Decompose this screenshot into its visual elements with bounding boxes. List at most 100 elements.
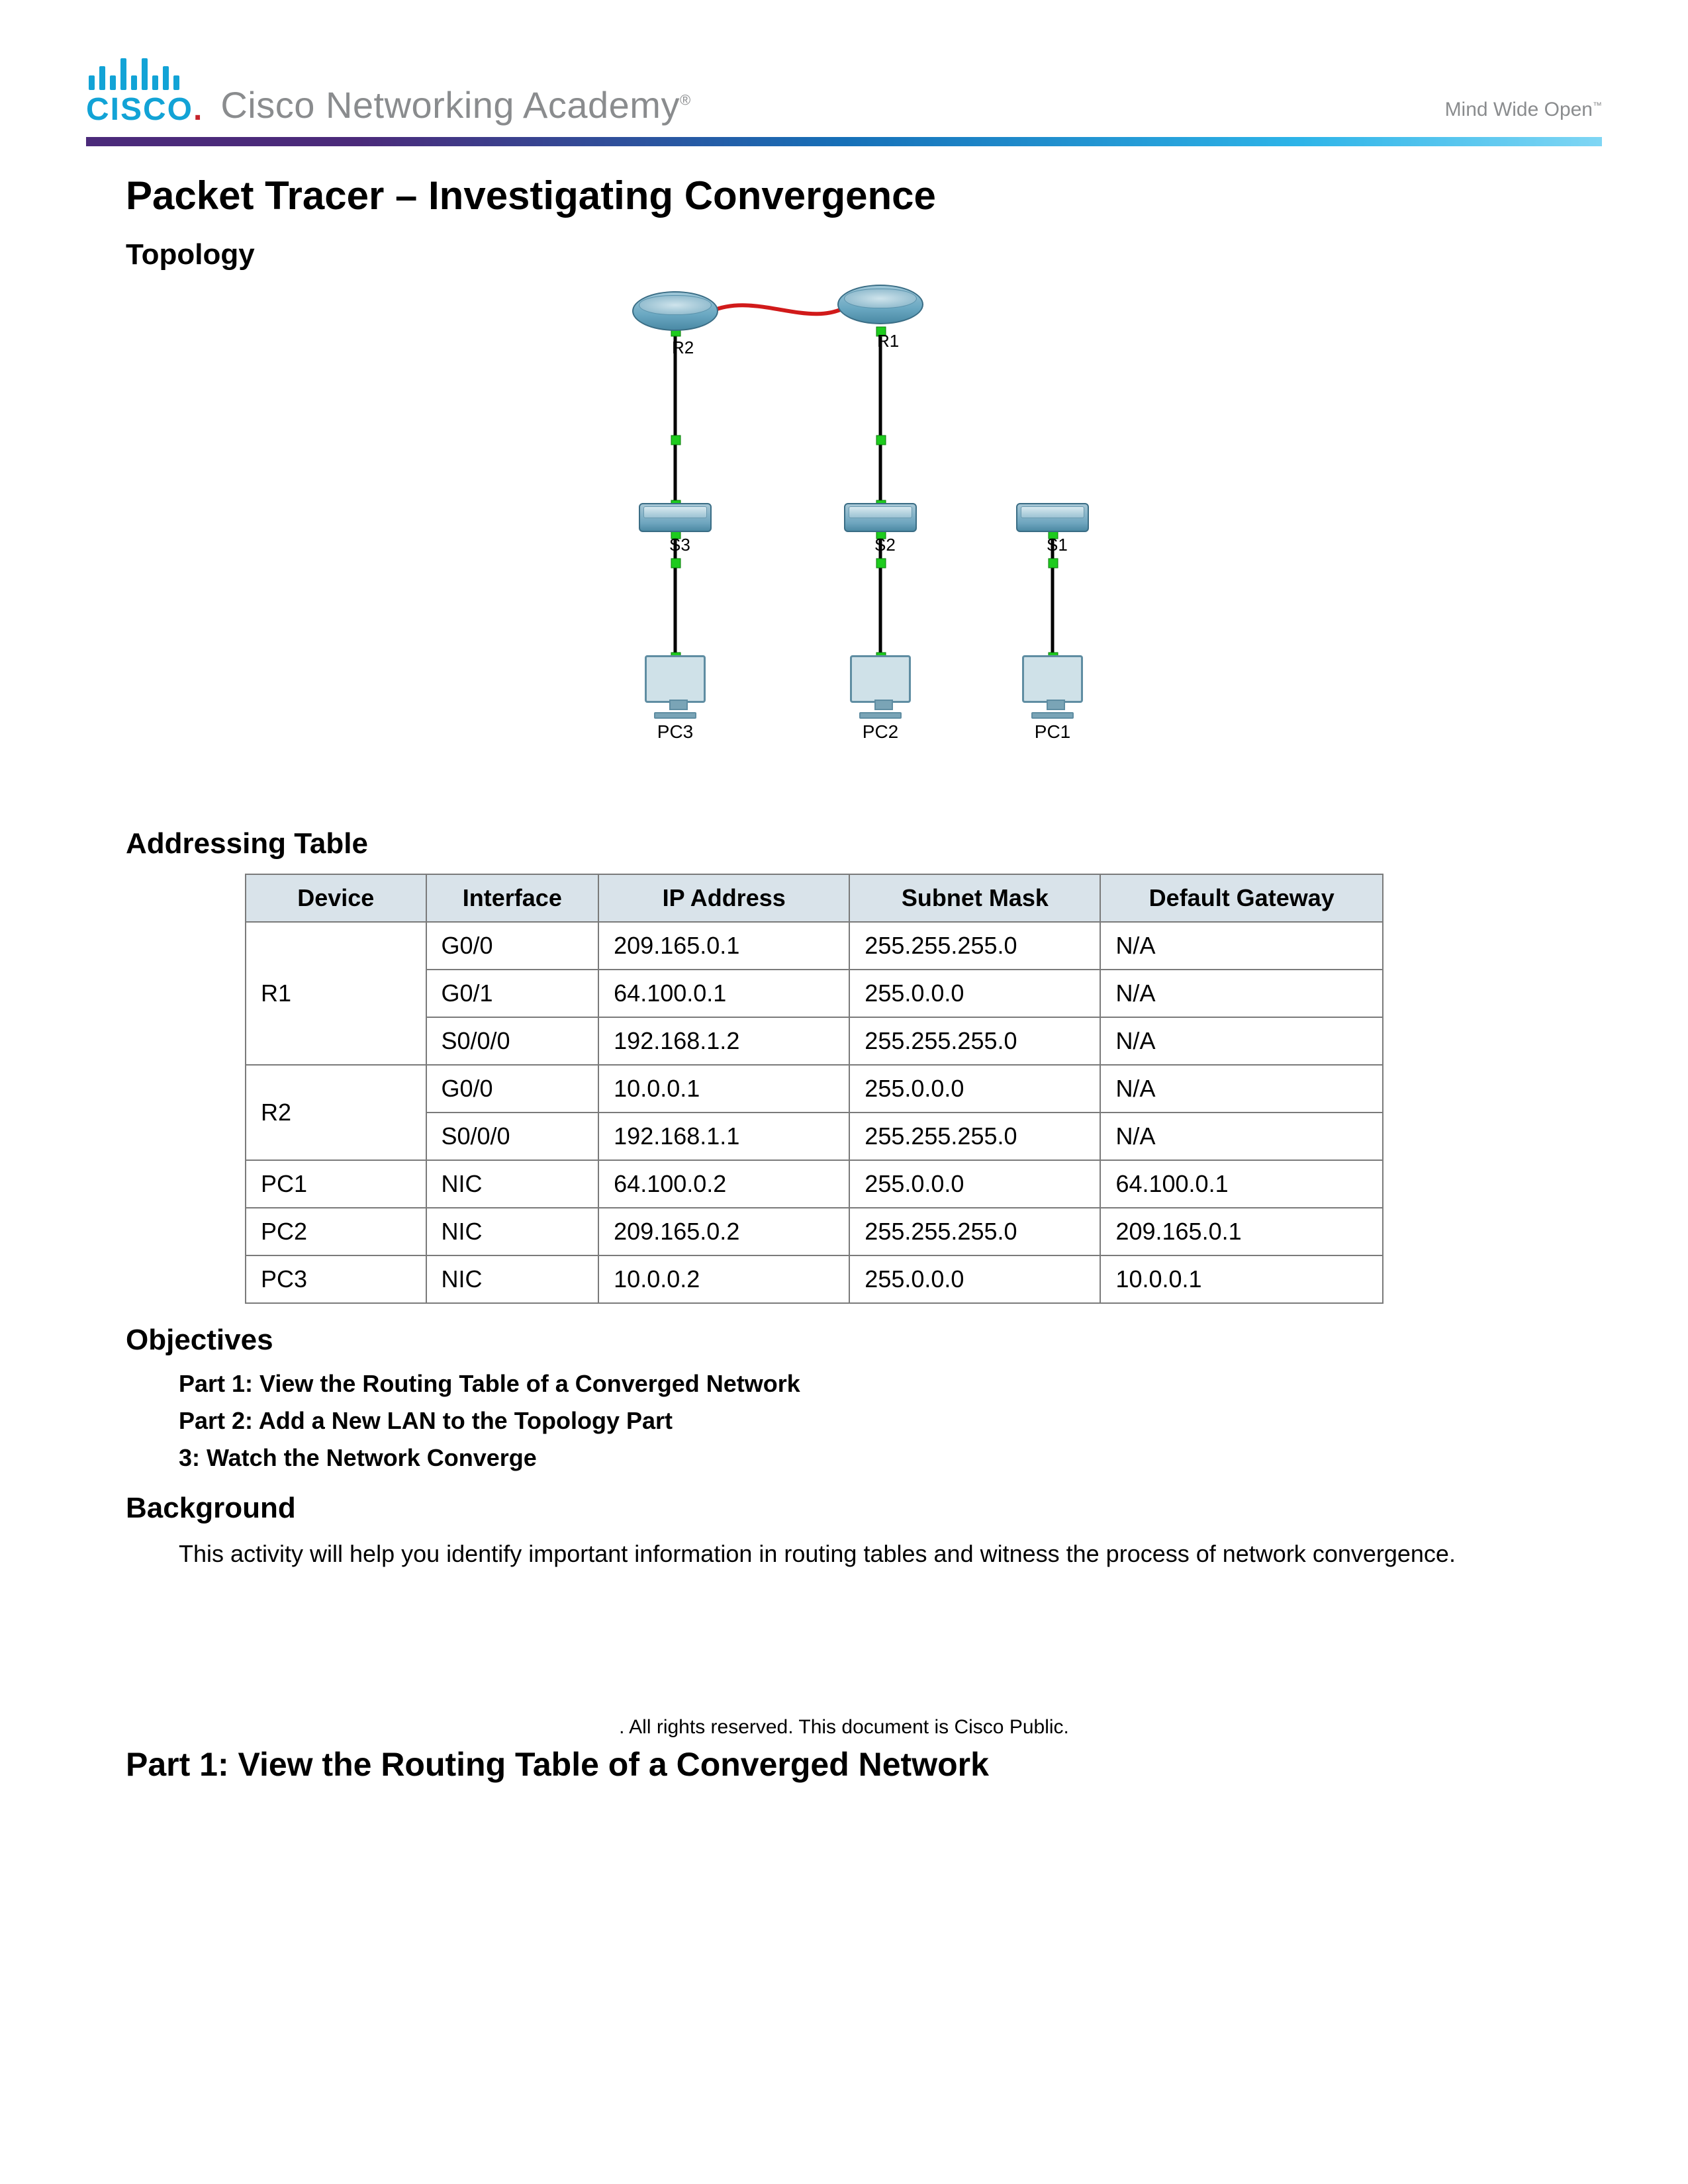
cell: 255.0.0.0 bbox=[849, 970, 1100, 1017]
cell: NIC bbox=[426, 1255, 599, 1303]
cell: N/A bbox=[1100, 1065, 1383, 1113]
node-s3: S3 bbox=[639, 503, 712, 532]
trademark-icon: ™ bbox=[1593, 100, 1602, 111]
port-indicator bbox=[671, 435, 680, 445]
node-r1: R1 bbox=[837, 285, 923, 324]
cell: N/A bbox=[1100, 922, 1383, 970]
node-r2: R2 bbox=[632, 291, 718, 331]
cisco-logo: CISCO. bbox=[86, 53, 203, 128]
col-header: Subnet Mask bbox=[849, 874, 1100, 922]
addressing-table: DeviceInterfaceIP AddressSubnet MaskDefa… bbox=[245, 874, 1383, 1304]
cell: NIC bbox=[426, 1208, 599, 1255]
node-label: PC1 bbox=[1035, 721, 1070, 743]
col-header: Default Gateway bbox=[1100, 874, 1383, 922]
cell: 10.0.0.1 bbox=[1100, 1255, 1383, 1303]
cell-device: PC2 bbox=[246, 1208, 426, 1255]
port-indicator bbox=[876, 559, 886, 568]
cell-device: R1 bbox=[246, 922, 426, 1065]
table-row: PC3NIC10.0.0.2255.0.0.010.0.0.1 bbox=[246, 1255, 1383, 1303]
section-background: Background bbox=[126, 1492, 1602, 1525]
logo-block: CISCO. Cisco Networking Academy® bbox=[86, 53, 691, 128]
objectives-list: Part 1: View the Routing Table of a Conv… bbox=[179, 1370, 1602, 1472]
cell-device: PC3 bbox=[246, 1255, 426, 1303]
page-title: Packet Tracer – Investigating Convergenc… bbox=[126, 173, 1602, 218]
cell: 255.0.0.0 bbox=[849, 1065, 1100, 1113]
cell: G0/0 bbox=[426, 1065, 599, 1113]
section-addressing: Addressing Table bbox=[126, 827, 1602, 860]
table-row: PC2NIC209.165.0.2255.255.255.0209.165.0.… bbox=[246, 1208, 1383, 1255]
cell: NIC bbox=[426, 1160, 599, 1208]
port-indicator bbox=[1049, 559, 1058, 568]
objective-item: Part 1: View the Routing Table of a Conv… bbox=[179, 1370, 1602, 1398]
col-header: IP Address bbox=[598, 874, 849, 922]
cisco-wordmark: CISCO. bbox=[86, 91, 203, 128]
objective-item: 3: Watch the Network Converge bbox=[179, 1444, 1602, 1472]
cell: 255.0.0.0 bbox=[849, 1255, 1100, 1303]
pc-icon bbox=[639, 655, 712, 719]
cell: 64.100.0.1 bbox=[598, 970, 849, 1017]
cell: 255.255.255.0 bbox=[849, 922, 1100, 970]
cell: S0/0/0 bbox=[426, 1113, 599, 1160]
node-label: S2 bbox=[873, 535, 897, 555]
port-indicator bbox=[876, 435, 886, 445]
cell: N/A bbox=[1100, 1113, 1383, 1160]
header: CISCO. Cisco Networking Academy® Mind Wi… bbox=[86, 53, 1602, 128]
section-topology: Topology bbox=[126, 238, 1602, 271]
objective-item: Part 2: Add a New LAN to the Topology Pa… bbox=[179, 1407, 1602, 1435]
node-pc3: PC3 bbox=[639, 655, 712, 743]
node-pc2: PC2 bbox=[844, 655, 917, 743]
background-text: This activity will help you identify imp… bbox=[179, 1538, 1602, 1570]
switch-icon bbox=[1016, 503, 1089, 532]
pc-icon bbox=[844, 655, 917, 719]
col-header: Device bbox=[246, 874, 426, 922]
cell-device: PC1 bbox=[246, 1160, 426, 1208]
node-s1: S1 bbox=[1016, 503, 1089, 532]
cell: 64.100.0.1 bbox=[1100, 1160, 1383, 1208]
cell: 10.0.0.1 bbox=[598, 1065, 849, 1113]
link-R2-R1 bbox=[712, 304, 851, 314]
port-indicator bbox=[671, 559, 680, 568]
cell: 192.168.1.2 bbox=[598, 1017, 849, 1065]
table-row: PC1NIC64.100.0.2255.0.0.064.100.0.1 bbox=[246, 1160, 1383, 1208]
node-label: S1 bbox=[1045, 535, 1069, 555]
cell: 64.100.0.2 bbox=[598, 1160, 849, 1208]
page: CISCO. Cisco Networking Academy® Mind Wi… bbox=[0, 0, 1688, 2184]
cell: 209.165.0.1 bbox=[598, 922, 849, 970]
academy-text: Cisco Networking Academy bbox=[220, 84, 680, 126]
node-s2: S2 bbox=[844, 503, 917, 532]
node-label: PC3 bbox=[657, 721, 693, 743]
cell: 209.165.0.1 bbox=[1100, 1208, 1383, 1255]
brand-dot: . bbox=[193, 92, 203, 127]
brand-text: CISCO bbox=[86, 92, 193, 127]
col-header: Interface bbox=[426, 874, 599, 922]
section-objectives: Objectives bbox=[126, 1324, 1602, 1357]
router-icon bbox=[632, 291, 718, 331]
registered-icon: ® bbox=[680, 91, 691, 108]
cell: 255.255.255.0 bbox=[849, 1113, 1100, 1160]
part1-heading: Part 1: View the Routing Table of a Conv… bbox=[126, 1745, 1602, 1784]
academy-title: Cisco Networking Academy® bbox=[220, 83, 690, 128]
cell: N/A bbox=[1100, 970, 1383, 1017]
node-label: S3 bbox=[668, 535, 692, 555]
node-label: R1 bbox=[876, 331, 900, 351]
cell: S0/0/0 bbox=[426, 1017, 599, 1065]
cell-device: R2 bbox=[246, 1065, 426, 1160]
pc-icon bbox=[1016, 655, 1089, 719]
table-row: R1G0/0209.165.0.1255.255.255.0N/A bbox=[246, 922, 1383, 970]
tagline-text: Mind Wide Open bbox=[1445, 99, 1593, 120]
node-pc1: PC1 bbox=[1016, 655, 1089, 743]
footer-note: . All rights reserved. This document is … bbox=[86, 1716, 1602, 1739]
switch-icon bbox=[844, 503, 917, 532]
topology-diagram: R2 R1 S3 S2 S1 PC3 PC2 PC1 bbox=[546, 285, 1142, 801]
cell: 192.168.1.1 bbox=[598, 1113, 849, 1160]
table-row: R2G0/010.0.0.1255.0.0.0N/A bbox=[246, 1065, 1383, 1113]
cisco-bars-icon bbox=[89, 53, 179, 90]
cell: 255.255.255.0 bbox=[849, 1017, 1100, 1065]
cell: 255.0.0.0 bbox=[849, 1160, 1100, 1208]
cell: G0/1 bbox=[426, 970, 599, 1017]
cell: 209.165.0.2 bbox=[598, 1208, 849, 1255]
node-label: R2 bbox=[671, 338, 695, 358]
router-icon bbox=[837, 285, 923, 324]
gradient-divider bbox=[86, 137, 1602, 146]
switch-icon bbox=[639, 503, 712, 532]
